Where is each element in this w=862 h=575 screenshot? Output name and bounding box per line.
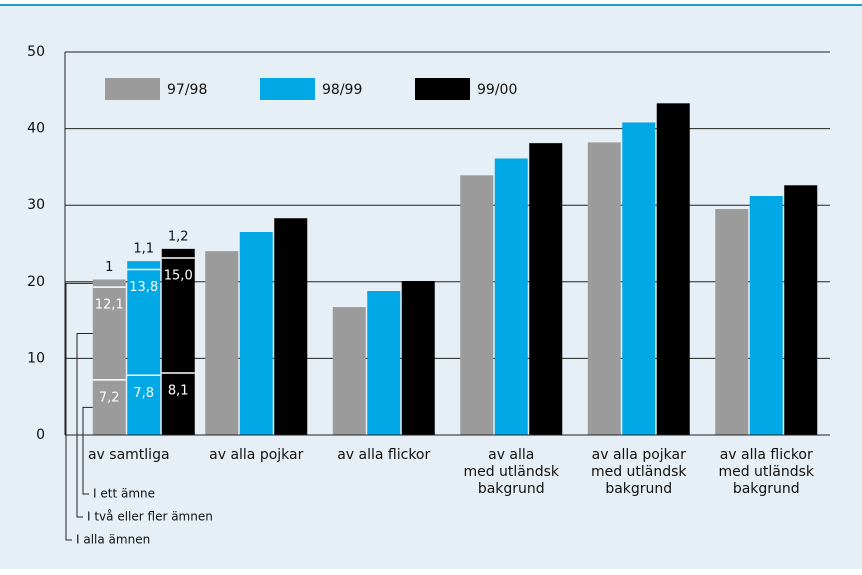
y-tick-label: 10: [27, 350, 45, 366]
bar: [749, 196, 783, 435]
y-tick-label: 40: [27, 121, 45, 137]
data-label: 8,1: [168, 383, 189, 398]
bar: [239, 232, 273, 435]
legend-swatch: [105, 78, 160, 100]
bar: [587, 142, 621, 435]
legend-label: 97/98: [167, 82, 207, 98]
data-label: 1: [105, 260, 113, 275]
annotation: I alla ämnen: [76, 533, 150, 547]
stack-segment: [161, 248, 195, 259]
bar: [715, 209, 749, 435]
legend-swatch: [415, 78, 470, 100]
bar: [529, 143, 563, 436]
annotation: I två eller fler ämnen: [87, 510, 213, 524]
bar: [460, 175, 494, 436]
bar: [494, 158, 528, 435]
y-tick-label: 20: [27, 274, 45, 290]
bar: [656, 103, 690, 436]
bracket: [76, 333, 93, 518]
data-label: 15,0: [164, 269, 193, 284]
bracket: [82, 406, 93, 495]
stack-segment: [127, 269, 161, 376]
data-label: 7,2: [99, 390, 120, 405]
stack-segment: [92, 279, 126, 288]
y-tick-label: 30: [27, 197, 45, 213]
bar: [332, 307, 366, 435]
x-tick-label: av alla flickor med utländsk bakgrund: [718, 447, 815, 497]
stack-segment: [161, 258, 195, 373]
bar: [367, 290, 401, 435]
bar: [274, 218, 308, 435]
data-label: 1,2: [168, 229, 189, 244]
bar: [784, 185, 818, 435]
stack-segment: [127, 375, 161, 435]
data-label: 1,1: [133, 242, 154, 257]
x-tick-label: av samtliga: [87, 447, 170, 463]
data-label: 12,1: [95, 298, 124, 313]
y-tick-label: 50: [27, 44, 45, 60]
y-tick-label: 0: [36, 427, 45, 443]
stack-segment: [92, 379, 126, 435]
legend-label: 99/00: [477, 82, 517, 98]
x-tick-label: av alla pojkar: [209, 447, 304, 463]
legend-swatch: [260, 78, 315, 100]
annotation: I ett ämne: [93, 487, 155, 501]
bracket: [65, 282, 93, 541]
data-label: 7,8: [133, 386, 154, 401]
x-tick-label: av alla pojkar med utländsk bakgrund: [590, 447, 687, 497]
x-tick-label: av alla med utländsk bakgrund: [463, 447, 560, 497]
stack-segment: [92, 287, 126, 380]
stack-segment: [161, 372, 195, 435]
legend-label: 98/99: [322, 82, 362, 98]
x-tick-label: av alla flickor: [337, 447, 431, 463]
bar: [622, 122, 656, 436]
bar: [401, 281, 435, 435]
stack-segment: [127, 261, 161, 270]
bar: [205, 251, 239, 435]
data-label: 13,8: [129, 280, 158, 295]
